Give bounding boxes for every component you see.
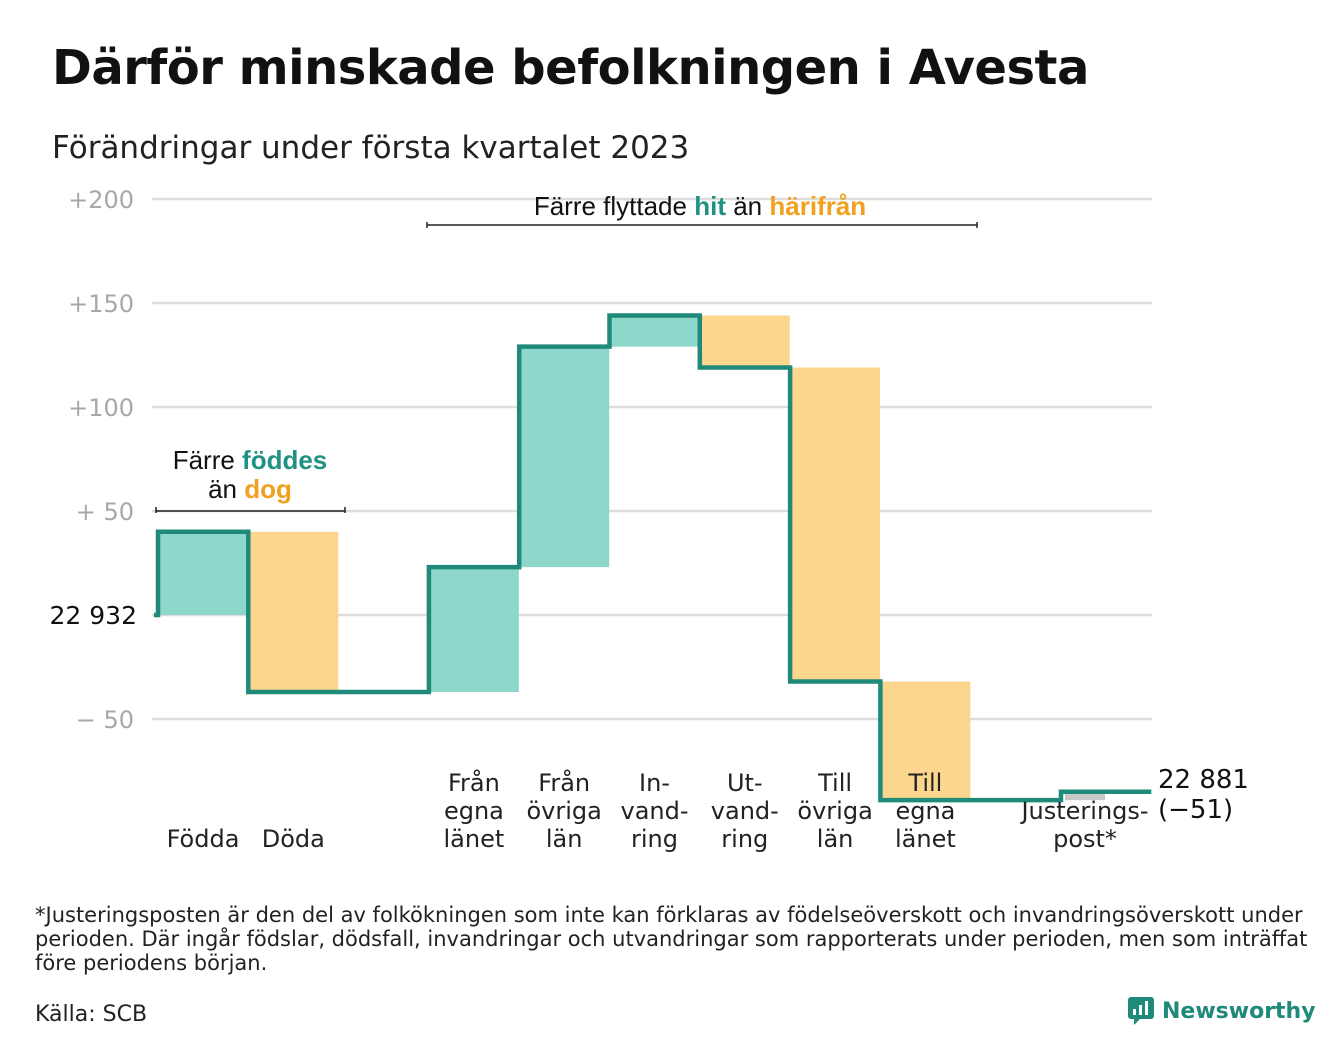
x-category-label: ring [631,825,678,853]
x-category-label: egna [444,797,504,825]
x-category-label: In- [639,769,670,797]
x-category-label: Från [448,768,500,797]
bar-decrease [699,315,790,368]
annotation-births-line2: än dog [208,474,292,504]
chart-subtitle: Förändringar under första kvartalet 2023 [52,130,690,166]
waterfall-chart: +200 +150 +100 + 50 − 50 22 932 22 881(−51) Föd… [50,186,1249,853]
bar-decrease [248,531,339,692]
bar-adjustment [1065,791,1105,801]
bar-increase [428,567,519,692]
x-category-label: Justerings- [1019,797,1148,825]
bar-increase [609,315,700,347]
x-category-label: vand- [711,797,779,825]
x-category-label: län [546,825,583,853]
x-category-label: ring [721,825,768,853]
x-category-label: post* [1053,825,1117,853]
bars-group [158,315,1105,801]
bar-decrease [880,681,971,801]
start-value-label: 22 932 [50,601,137,630]
cumulative-step-line [154,313,1152,803]
x-category-label: Ut- [727,769,763,797]
y-tick-label: +150 [68,290,134,318]
x-category-label: övriga [797,797,872,825]
annotation-births-bracket [155,507,346,513]
y-tick-label: +200 [68,186,134,214]
brand-name: Newsworthy [1162,998,1316,1024]
y-tick-label: + 50 [76,498,134,526]
bar-increase [519,346,610,568]
newsworthy-logo-icon [1128,997,1154,1025]
x-category-label: Döda [262,825,325,853]
x-category-label: Födda [167,825,240,853]
footnote: *Justeringsposten är den del av folkökni… [35,903,1308,975]
bar-increase [158,531,248,615]
annotation-moves-bracket [426,222,978,228]
x-category-label: Från [538,768,590,797]
x-category-label: Till [907,769,942,797]
annotation-births-line1: Färre föddes [173,445,328,475]
end-value-label: 22 881 [1158,765,1249,795]
y-tick-label: +100 [68,394,134,422]
brand-logo: Newsworthy [1128,997,1316,1025]
bar-decrease [790,367,881,682]
source-label: Källa: SCB [35,1002,148,1027]
x-category-label: län [817,825,854,853]
annotation-moves: Färre flyttade hit än härifrån [534,191,866,221]
end-change-label: (−51) [1158,795,1233,825]
x-category-label: övriga [527,797,602,825]
x-category-label: Till [817,769,852,797]
x-category-label: länet [444,825,505,853]
x-category-label: egna [895,797,955,825]
y-tick-label: − 50 [76,706,134,734]
x-category-label: vand- [620,797,688,825]
x-category-label: länet [895,825,956,853]
chart-title: Därför minskade befolkningen i Avesta [52,40,1089,96]
